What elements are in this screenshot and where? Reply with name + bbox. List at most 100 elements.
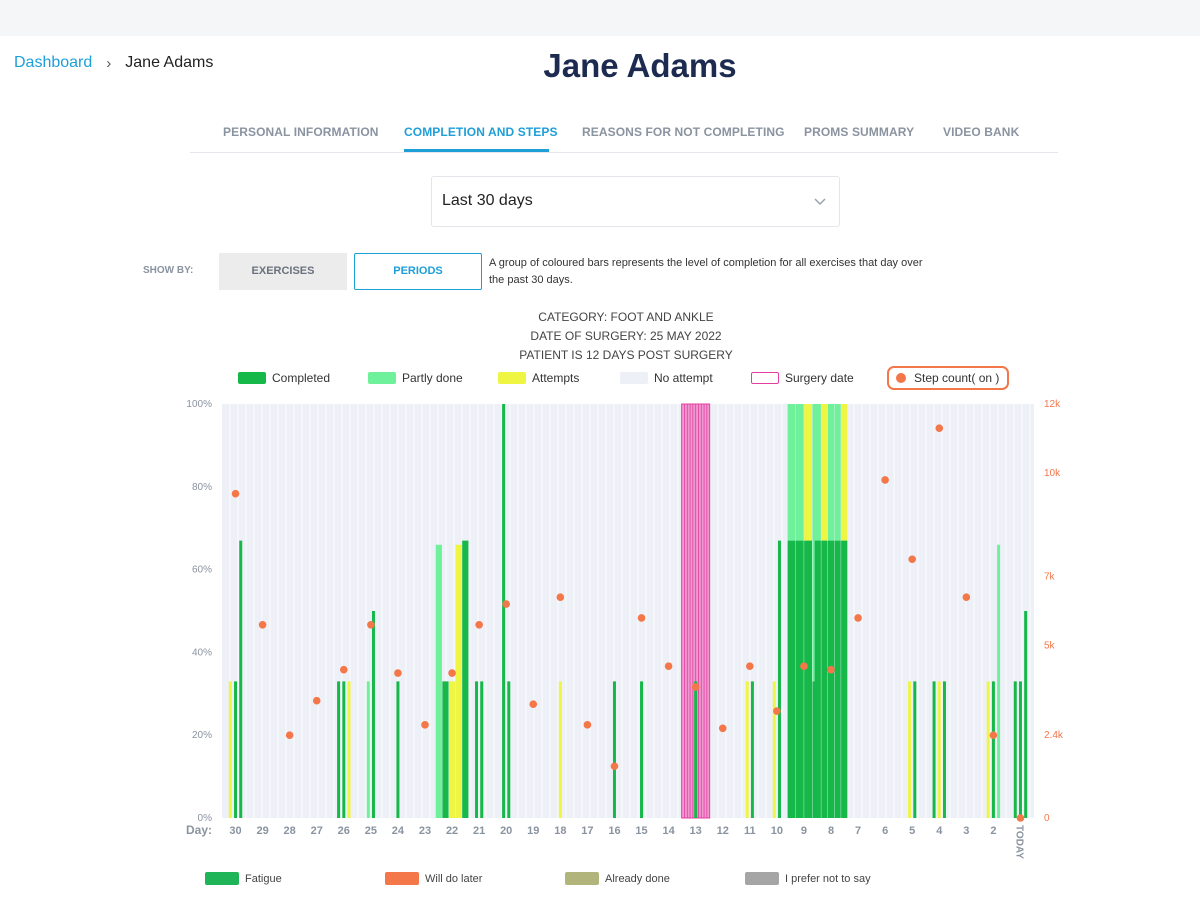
x-tick-label-day: 25: [365, 825, 377, 837]
step-count-point-4: [935, 424, 944, 432]
x-tick-label-day: 6: [882, 825, 888, 837]
completion-bar-day-25: [371, 611, 375, 818]
step-count-point-11: [746, 662, 754, 670]
x-tick-label-day: 16: [608, 825, 620, 837]
tab-reasons-for-not-completing[interactable]: REASONS FOR NOT COMPLETING: [582, 125, 785, 139]
x-tick-label-day: 11: [744, 825, 756, 837]
show-by-label: SHOW BY:: [143, 265, 194, 276]
step-count-dot-icon: [896, 373, 906, 383]
step-count-point-16: [610, 762, 619, 771]
completion-bar-top-8: [827, 404, 835, 541]
period-select[interactable]: Last 30 days: [431, 176, 840, 227]
breadcrumb-dashboard-link[interactable]: Dashboard: [14, 54, 93, 71]
plot-background: [222, 404, 1034, 818]
step-count-point-20: [502, 600, 511, 608]
page-title: Jane Adams: [524, 38, 756, 94]
x-tick-label-day: 17: [581, 825, 593, 837]
x-tick-label-day: 15: [635, 825, 647, 837]
x-tick-label-day: 24: [392, 825, 405, 837]
tab-completion-and-steps[interactable]: COMPLETION AND STEPS: [404, 125, 558, 139]
legend-surgery-date-swatch: [751, 372, 779, 384]
completion-bar-day-21: [475, 681, 479, 818]
surgery-date-text: DATE OF SURGERY: 25 MAY 2022: [530, 329, 722, 343]
step-count-point-26: [340, 665, 348, 674]
completion-bar-day-5: [908, 681, 912, 818]
completion-bar-day-4: [942, 681, 946, 818]
y-axis-right-tick-label: 0: [1044, 813, 1050, 824]
x-tick-label-day: 22: [446, 825, 458, 837]
completion-bar-day-2: [986, 681, 990, 818]
y-axis-right-tick-label: 7k: [1044, 572, 1056, 583]
step-count-point-14: [664, 662, 673, 670]
breadcrumb: Dashboard › Jane Adams: [14, 54, 213, 72]
show-by-periods-button[interactable]: PERIODS: [354, 253, 482, 290]
completion-bar-day-8: [814, 540, 821, 818]
reason-fatigue: Fatigue: [205, 872, 282, 885]
completion-bar-top-9: [787, 404, 796, 541]
step-count-point-27: [312, 696, 321, 705]
completion-bar-day-30: [234, 681, 238, 818]
legend-no-attempt: No attempt: [620, 370, 713, 386]
completion-bar-day-4: [932, 681, 936, 818]
completion-bar-day-22: [435, 544, 442, 818]
x-tick-label-day: 29: [256, 825, 268, 837]
legend-completed: Completed: [238, 370, 330, 386]
show-by-exercises-button[interactable]: EXERCISES: [219, 253, 347, 290]
step-count-point-17: [583, 721, 592, 729]
step-count-point-8: [827, 665, 835, 674]
breadcrumb-separator: ›: [106, 54, 112, 72]
tab-personal-information[interactable]: PERSONAL INFORMATION: [223, 125, 379, 139]
y-axis-left-tick-label: 0%: [198, 813, 213, 824]
legend-partly-done-label: Partly done: [402, 371, 463, 385]
y-axis-left-tick-label: 20%: [192, 730, 212, 741]
completion-bar-day-8: [827, 540, 835, 818]
breadcrumb-current: Jane Adams: [125, 54, 214, 71]
completion-bar-day-4: [937, 681, 941, 818]
y-axis-right-tick-label: 10k: [1044, 468, 1061, 479]
step-count-point-12: [718, 724, 727, 733]
legend-completed-label: Completed: [272, 371, 331, 385]
reason-already-done: Already done: [565, 872, 670, 885]
reason-prefer-not-to-say-label: I prefer not to say: [785, 872, 871, 885]
step-count-point-23: [421, 721, 429, 729]
top-strip: [0, 0, 1200, 36]
completion-bar-top-8: [814, 404, 821, 541]
tab-video-bank[interactable]: VIDEO BANK: [943, 125, 1020, 139]
reason-fatigue-label: Fatigue: [245, 872, 282, 885]
x-tick-label-today: TODAY: [1013, 825, 1024, 859]
step-count-toggle[interactable]: Step count( on ): [887, 366, 1009, 390]
completion-bar-day-30: [239, 540, 243, 818]
y-axis-left-tick-label: 60%: [192, 565, 212, 576]
completion-bar-day-15: [640, 681, 644, 818]
x-tick-label-day: 23: [419, 825, 431, 837]
completion-bar-day-21: [480, 681, 484, 818]
x-tick-label-day: 18: [554, 825, 566, 837]
completion-bar-day-8: [821, 540, 828, 818]
completion-bar-day-20: [502, 404, 506, 818]
completion-bar-day-11: [750, 681, 754, 818]
reason-will-do-later-label: Will do later: [425, 872, 483, 885]
reason-prefer-not-to-say: I prefer not to say: [745, 872, 871, 885]
step-count-point-19: [529, 700, 538, 708]
step-count-point-29: [258, 621, 267, 629]
completion-bar-day-22: [455, 544, 462, 818]
chevron-down-icon: [814, 198, 826, 206]
step-count-point-15: [637, 614, 646, 622]
completion-bar-day-8: [834, 540, 841, 818]
x-tick-label-day: 20: [500, 825, 512, 837]
legend-attempts-label: Attempts: [532, 371, 580, 385]
completion-bar-day-22: [442, 681, 449, 818]
completion-bar-day-13: [694, 681, 698, 818]
active-tab-indicator: [404, 149, 549, 152]
x-tick-label-day: 14: [662, 825, 675, 837]
chart-description: A group of coloured bars represents the …: [489, 257, 923, 286]
tab-proms-summary[interactable]: PROMS SUMMARY: [804, 125, 915, 139]
completion-bar-day-9: [787, 540, 796, 818]
period-select-value: Last 30 days: [442, 192, 533, 209]
reason-already-done-swatch: [565, 872, 599, 885]
step-count-point-2: [989, 731, 998, 739]
x-tick-label-day: 5: [909, 825, 915, 837]
completion-bar-day-TODAY: [1024, 611, 1028, 818]
step-count-point-24: [394, 669, 402, 677]
y-axis-right-tick-label: 12k: [1044, 399, 1061, 410]
